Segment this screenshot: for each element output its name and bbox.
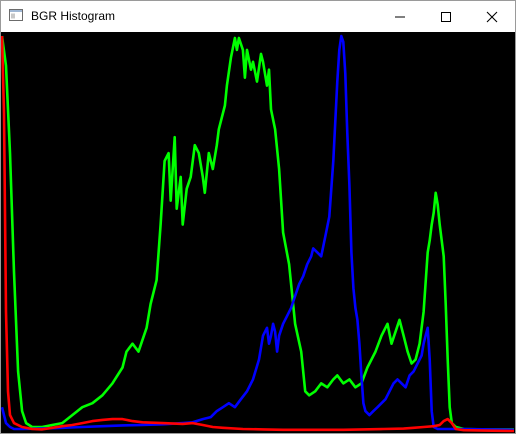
histogram-plot [1, 34, 515, 433]
maximize-button[interactable] [423, 1, 469, 32]
title-bar[interactable]: BGR Histogram [1, 1, 515, 32]
app-window-icon [9, 9, 23, 21]
close-button[interactable] [469, 1, 515, 32]
minimize-button[interactable] [377, 1, 423, 32]
maximize-icon [441, 11, 451, 22]
histogram-canvas [1, 32, 515, 433]
red-channel-line [1, 35, 515, 433]
minimize-icon [395, 16, 405, 17]
blue-channel-line [1, 34, 515, 432]
close-icon [486, 11, 498, 22]
window-title: BGR Histogram [31, 9, 116, 23]
green-channel-line [1, 35, 514, 431]
